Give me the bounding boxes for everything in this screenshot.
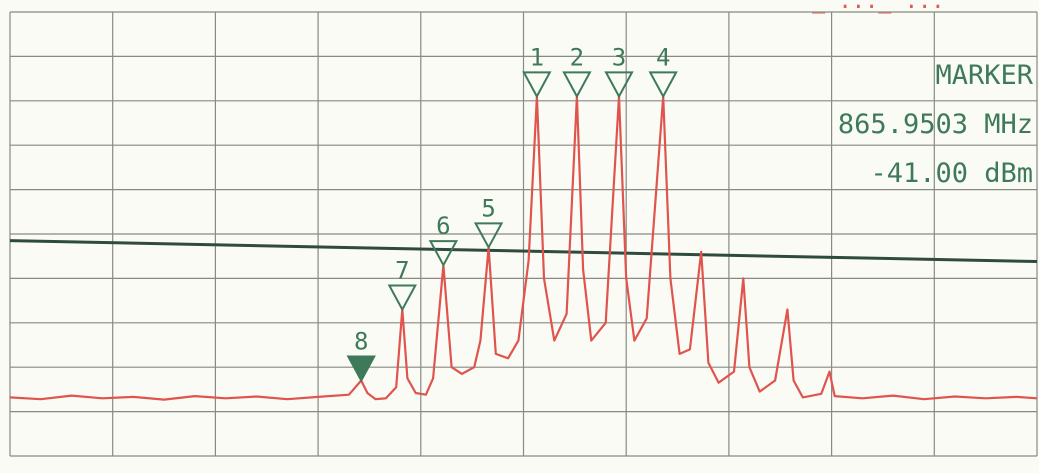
- spectrum-trace: [9, 95, 1038, 401]
- marker-5-label: 5: [481, 194, 495, 222]
- top-clipped-text: _ ..._ ...: [812, 0, 944, 14]
- marker-readout: MARKER 865.9503 MHz -41.00 dBm: [838, 60, 1034, 189]
- marker-5-triangle: [473, 222, 504, 250]
- marker-group: 1 2 3 4 5 67 8: [346, 43, 678, 383]
- marker-8-triangle: [346, 355, 376, 383]
- marker-2-label: 2: [570, 43, 584, 71]
- threshold-line: [9, 239, 1038, 264]
- marker-1-label: 1: [530, 43, 544, 71]
- marker-readout-frequency: 865.9503 MHz: [838, 109, 1033, 140]
- marker-3-label: 3: [612, 43, 626, 71]
- marker-7-triangle: [387, 284, 417, 312]
- marker-6-label: 6: [436, 212, 450, 240]
- marker-readout-level: -41.00 dBm: [870, 158, 1033, 189]
- marker-4-triangle: [648, 71, 678, 99]
- marker-6-triangle: [428, 240, 459, 268]
- marker-2-triangle: [562, 71, 592, 99]
- marker-4-label: 4: [656, 43, 670, 71]
- marker-1-triangle: [522, 71, 552, 99]
- marker-readout-title: MARKER: [935, 60, 1033, 91]
- graticule: [9, 11, 1038, 457]
- marker-3-triangle: [604, 71, 634, 99]
- marker-8-label: 8: [354, 328, 368, 356]
- marker-7-label: 7: [395, 256, 409, 284]
